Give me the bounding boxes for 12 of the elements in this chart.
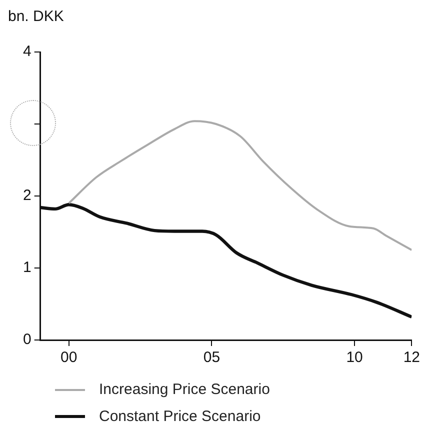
y-tick-label: 4 [23, 43, 32, 60]
x-tick-label: 00 [60, 349, 78, 366]
x-tick-label: 10 [346, 349, 363, 366]
y-tick-label: 0 [23, 331, 32, 348]
x-tick-label: 12 [403, 349, 420, 366]
x-tick-label: 05 [203, 349, 220, 366]
y-tick-label: 2 [23, 187, 32, 204]
line-series [68, 120, 412, 251]
y-tick-label: 1 [23, 259, 32, 276]
legend-label: Constant Price Scenario [99, 408, 261, 425]
y-axis-title: bn. DKK [8, 8, 64, 25]
legend-label: Increasing Price Scenario [99, 381, 270, 398]
